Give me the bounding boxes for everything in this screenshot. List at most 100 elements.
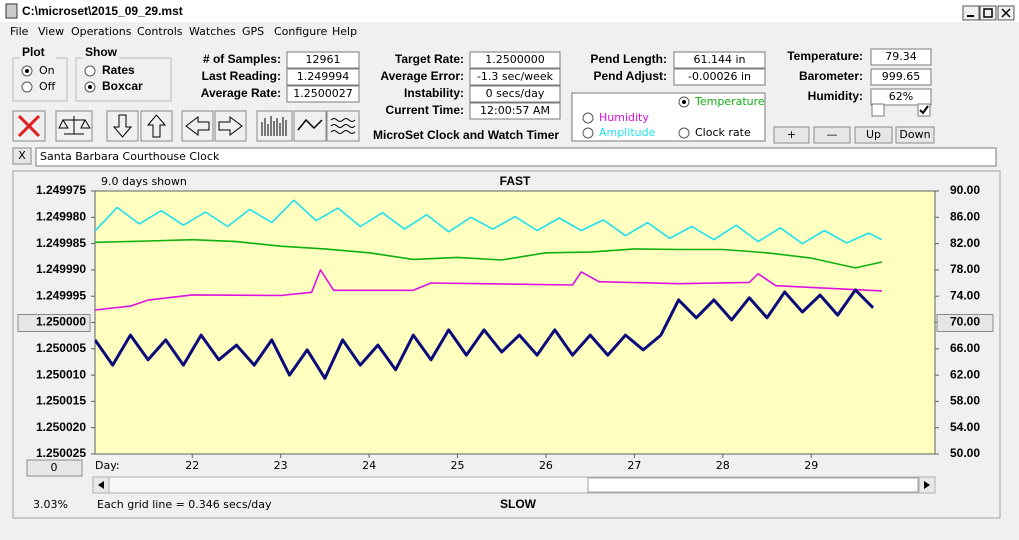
x-axis-label: Day:: [95, 459, 120, 472]
x-tick-label: 25: [451, 459, 465, 472]
field-label: Target Rate:: [395, 52, 464, 66]
y-tick-button[interactable]: [17, 314, 91, 332]
app-name: MicroSet Clock and Watch Timer: [373, 128, 559, 142]
y2-tick-label: 62.00: [950, 367, 980, 381]
close-clock-button[interactable]: [12, 147, 32, 165]
offset-label: 0: [51, 461, 58, 474]
field-box: [286, 51, 360, 69]
button-label: +: [787, 128, 796, 141]
offset-button[interactable]: [26, 459, 83, 477]
radio-dot: [25, 69, 29, 73]
x-tick-label: 26: [539, 459, 553, 472]
field-value: 0 secs/day: [486, 87, 545, 100]
field-box: [286, 85, 360, 103]
right-button[interactable]: [214, 110, 247, 142]
clock-name-field[interactable]: [35, 147, 997, 167]
radio[interactable]: [582, 112, 594, 124]
field-box: [673, 51, 766, 69]
radio-label: Boxcar: [102, 79, 143, 93]
button-label: Up: [866, 128, 881, 141]
close-clock-label: X: [18, 149, 26, 162]
radio-dot: [88, 85, 92, 89]
y2-tick-label: 50.00: [950, 446, 980, 460]
radio[interactable]: [582, 127, 594, 139]
x-tick-label: 29: [804, 459, 818, 472]
group-box: [75, 57, 172, 102]
y2-tick-label: 90.00: [950, 183, 980, 197]
button[interactable]: [773, 126, 810, 144]
checkbox[interactable]: [871, 103, 885, 117]
maximize[interactable]: [979, 5, 997, 21]
field-label: Humidity:: [808, 89, 863, 103]
radio[interactable]: [21, 81, 33, 93]
left-button[interactable]: [181, 110, 214, 142]
field-label: Temperature:: [787, 49, 863, 63]
left-icon: [185, 116, 210, 136]
y2-tick-label: 70.00: [950, 315, 980, 329]
y-tick-label: 1.250005: [36, 341, 86, 355]
group-title: Show: [85, 45, 118, 59]
maximize-glyph: [983, 8, 993, 18]
field-value: 61.144 in: [693, 53, 745, 66]
right-icon: [218, 116, 243, 136]
menu-item: View: [38, 25, 64, 38]
check-mark: [919, 105, 929, 115]
window-controls[interactable]: [962, 5, 1015, 21]
field-label: Pend Length:: [590, 52, 667, 66]
y2-tick-button[interactable]: [936, 314, 994, 332]
field-value: -1.3 sec/week: [477, 70, 554, 83]
radio[interactable]: [678, 127, 690, 139]
button[interactable]: [895, 126, 935, 144]
series-option: Clock rate: [695, 126, 751, 139]
radio-dot: [682, 100, 686, 104]
field-label: Current Time:: [386, 103, 464, 117]
scroll-thumb[interactable]: [587, 477, 919, 493]
group-title-bg: [20, 47, 56, 59]
field-box: [870, 88, 932, 106]
y2-tick-label: 54.00: [950, 420, 980, 434]
field-value: 1.249994: [297, 70, 350, 83]
radio[interactable]: [84, 65, 96, 77]
group-title-bg: [83, 47, 119, 59]
group-title: Plot: [22, 45, 45, 59]
button[interactable]: [813, 126, 851, 144]
field-box: [469, 102, 561, 120]
status-percent: 3.03%: [33, 498, 68, 511]
y2-tick-label: 66.00: [950, 341, 980, 355]
y-tick-label: 1.250020: [36, 420, 86, 434]
series-line: [95, 199, 883, 245]
field-label: Pend Adjust:: [593, 69, 667, 83]
series-option: Amplitude: [599, 126, 656, 139]
window-title: C:\microset\2015_09_29.mst: [22, 4, 183, 18]
field-value: 1.2500000: [485, 53, 545, 66]
field-box: [870, 48, 932, 66]
field-label: Last Reading:: [202, 69, 281, 83]
up-button[interactable]: [140, 110, 173, 142]
menu-item: GPS: [242, 25, 264, 38]
y-tick-label: 1.249975: [36, 183, 86, 197]
span-label: 9.0 days shown: [101, 175, 187, 188]
series-selector: [571, 92, 766, 142]
menu-item: Watches: [189, 25, 236, 38]
y-tick-label: 1.249980: [36, 209, 86, 223]
minimize[interactable]: [962, 5, 980, 21]
plot-area: [94, 190, 936, 455]
y2-tick-label: 78.00: [950, 262, 980, 276]
radio-label: Rates: [102, 63, 135, 77]
menu-item: File: [10, 25, 29, 38]
field-value: 12961: [306, 53, 341, 66]
down-icon: [112, 114, 133, 138]
menu-item: Controls: [137, 25, 183, 38]
y-tick-label: 1.249990: [36, 262, 86, 276]
wave-button[interactable]: [293, 110, 327, 142]
button-label: —: [827, 128, 838, 141]
x-tick-label: 22: [185, 459, 199, 472]
series-option: Humidity: [599, 111, 649, 124]
field-box: [286, 68, 360, 86]
title-bar: [0, 0, 1019, 22]
button[interactable]: [854, 126, 893, 144]
stop-icon: [17, 114, 41, 138]
radio-label: On: [39, 64, 55, 77]
down-button[interactable]: [106, 110, 139, 142]
